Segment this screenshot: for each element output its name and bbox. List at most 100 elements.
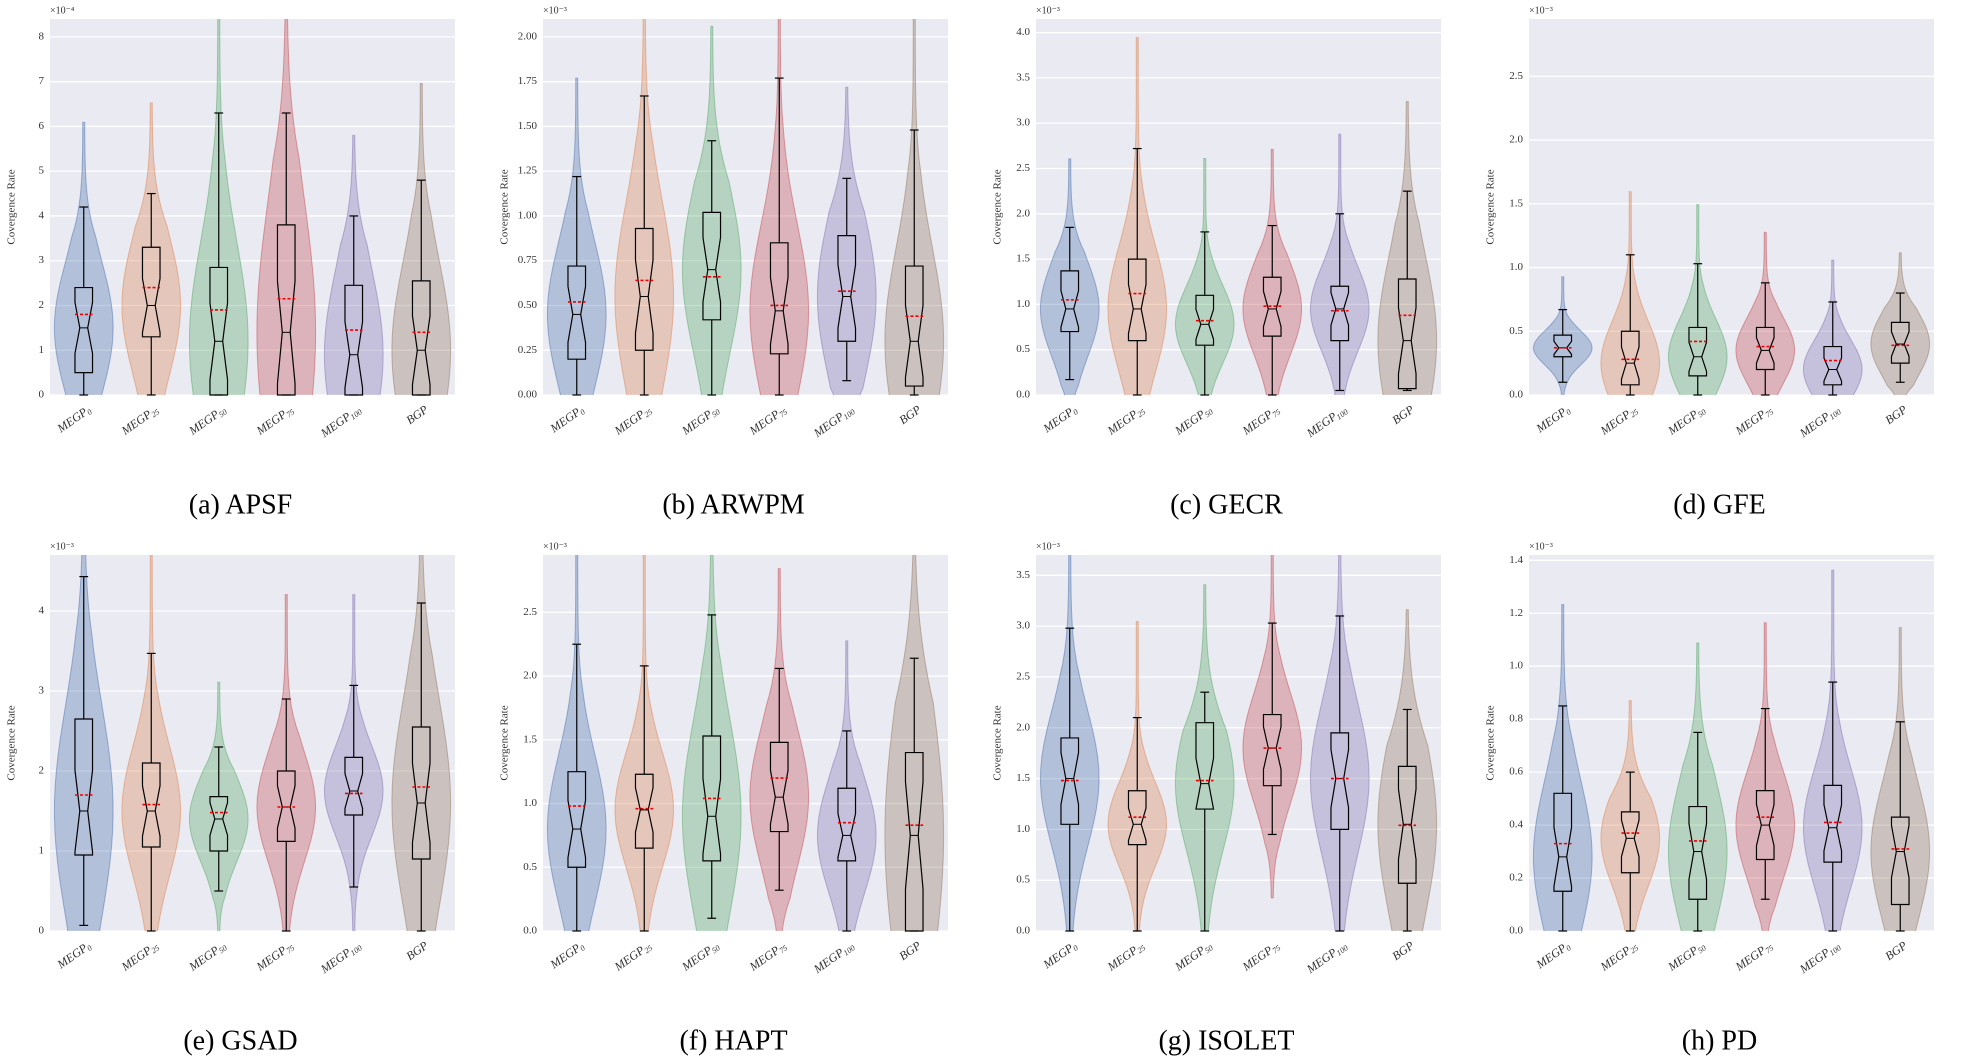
x-tick-label: MEGP25 (1104, 938, 1147, 975)
box (634, 773, 654, 849)
x-tick-label: MEGP100 (1796, 402, 1843, 441)
x-tick-label: MEGP100 (317, 402, 364, 441)
box (1755, 326, 1775, 371)
x-tick-label: MEGP25 (1597, 938, 1640, 975)
y-axis-label: Covergence Rate (992, 705, 1004, 780)
box (1890, 816, 1910, 906)
y-axis-label: Covergence Rate (6, 705, 18, 780)
x-tick-label: MEGP75 (746, 938, 789, 975)
y-scale-label: ×10⁻³ (50, 541, 74, 552)
y-tick-label: 0.0 (1509, 389, 1523, 401)
violin (1174, 584, 1235, 931)
box (344, 284, 364, 396)
y-tick-label: 0.4 (1509, 819, 1523, 831)
y-tick-label: 3 (39, 254, 45, 266)
y-tick-label: 1.5 (1509, 197, 1523, 209)
box (1195, 294, 1215, 346)
x-tick-label: MEGP100 (1303, 938, 1350, 977)
y-tick-label: 1.0 (1016, 823, 1030, 835)
x-tick-label: MEGP25 (118, 402, 161, 439)
x-tick-label: MEGP100 (1303, 402, 1350, 441)
x-tick-label: MEGP25 (611, 402, 654, 439)
violin (121, 102, 182, 395)
y-tick-label: 0.0 (523, 925, 537, 937)
y-tick-label: 2.0 (1509, 134, 1523, 146)
x-tick-label: BGP (1389, 402, 1417, 427)
box (567, 265, 587, 360)
y-scale-label: ×10⁻³ (1036, 541, 1060, 552)
y-tick-label: 1.75 (518, 75, 538, 87)
box (769, 242, 789, 355)
box (1620, 811, 1640, 874)
box (904, 265, 924, 387)
box (1195, 722, 1215, 810)
y-tick-label: 5 (39, 165, 45, 177)
box (1060, 737, 1080, 825)
x-tick-label: BGP (896, 402, 924, 427)
box (74, 286, 94, 374)
y-tick-label: 0.5 (1016, 874, 1030, 886)
y-scale-label: ×10⁻³ (1529, 5, 1553, 16)
y-tick-label: 1 (39, 344, 45, 356)
box (1127, 258, 1147, 342)
y-tick-label: 0.00 (518, 389, 538, 401)
caption: (c) GECR (1170, 489, 1283, 520)
box (411, 726, 431, 860)
x-tick-label: MEGP0 (1040, 402, 1080, 436)
y-tick-label: 1.5 (523, 733, 537, 745)
y-tick-label: 0.5 (1509, 325, 1523, 337)
box (1553, 334, 1573, 358)
panel: 0.0 0.5 1.0 1.5 2.0 2.5 3.0 3.5 4.0 Covergence Ra… (992, 5, 1441, 520)
box (769, 741, 789, 833)
y-tick-label: 0.25 (518, 344, 538, 356)
plot-background (543, 555, 948, 931)
plot-background (1036, 19, 1441, 395)
y-tick-label: 4 (39, 605, 45, 617)
y-tick-label: 3.5 (1016, 569, 1030, 581)
y-tick-label: 1.25 (518, 165, 538, 177)
x-tick-label: MEGP50 (185, 938, 228, 975)
y-tick-label: 0.8 (1509, 713, 1523, 725)
x-tick-label: MEGP0 (547, 938, 587, 972)
y-tick-label: 0.0 (1509, 925, 1523, 937)
box (1262, 713, 1282, 787)
box (702, 735, 722, 862)
box (209, 266, 229, 396)
x-tick-label: MEGP75 (1732, 402, 1775, 439)
plot-background (1529, 19, 1934, 395)
y-tick-label: 4.0 (1016, 26, 1030, 38)
box (1262, 276, 1282, 337)
y-axis-label: Covergence Rate (499, 705, 511, 780)
box (74, 718, 94, 856)
x-tick-label: MEGP25 (1104, 402, 1147, 439)
y-tick-label: 3 (39, 685, 45, 697)
box (1688, 805, 1708, 900)
caption: (g) ISOLET (1158, 1025, 1294, 1056)
x-tick-label: MEGP0 (547, 402, 587, 436)
x-tick-label: MEGP75 (253, 402, 296, 439)
y-tick-label: 1.5 (1016, 772, 1030, 784)
y-tick-label: 1 (39, 845, 45, 857)
y-tick-label: 2.0 (1016, 721, 1030, 733)
x-tick-label: MEGP50 (1171, 402, 1214, 439)
panel: 0 1 2 3 4 5 6 7 8 Covergence Rate ×10⁻⁴ (a) APSF MEG… (6, 5, 455, 520)
box (1127, 790, 1147, 846)
y-tick-label: 1.2 (1509, 607, 1523, 619)
violin (53, 555, 114, 931)
violin (816, 86, 877, 395)
y-tick-label: 0.2 (1509, 872, 1523, 884)
y-axis-label: Covergence Rate (6, 169, 18, 244)
x-tick-label: MEGP50 (185, 402, 228, 439)
y-tick-label: 2 (39, 299, 45, 311)
box (276, 770, 296, 842)
y-scale-label: ×10⁻³ (1529, 541, 1553, 552)
y-axis-label: Covergence Rate (1485, 169, 1497, 244)
y-tick-label: 1.00 (518, 209, 538, 221)
plot-background (1036, 555, 1441, 931)
y-tick-label: 7 (39, 75, 45, 87)
box (1060, 270, 1080, 333)
panel: 0 1 2 3 4 Covergence Rate ×10⁻³ (e) GSAD MEGP0 ME… (6, 541, 455, 1056)
y-tick-label: 1.0 (1509, 261, 1523, 273)
y-tick-label: 2.5 (1509, 70, 1523, 82)
